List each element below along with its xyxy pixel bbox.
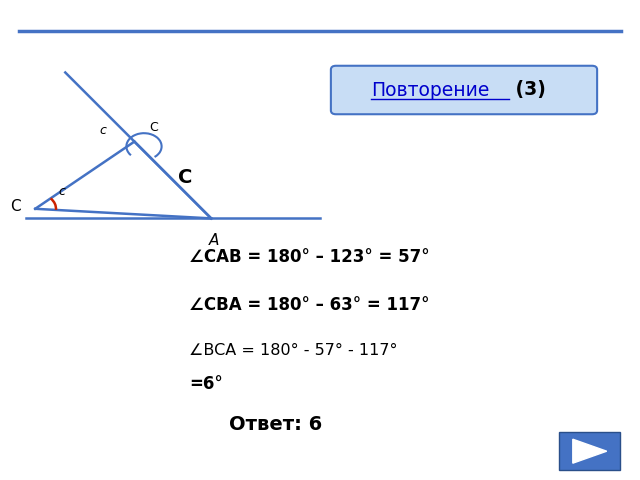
Polygon shape — [573, 439, 607, 463]
Text: 4: 4 — [609, 456, 618, 470]
Text: ∠BCA = 180° - 57° - 117°: ∠BCA = 180° - 57° - 117° — [189, 343, 397, 358]
Text: ∠CBA = 180° – 63° = 117°: ∠CBA = 180° – 63° = 117° — [189, 296, 429, 314]
Text: C: C — [149, 121, 158, 134]
FancyBboxPatch shape — [331, 66, 597, 114]
Text: C: C — [10, 199, 21, 214]
Text: (3): (3) — [509, 81, 546, 99]
Text: Ответ: 6: Ответ: 6 — [228, 415, 322, 434]
Text: ∠CAB = 180° – 123° = 57°: ∠CAB = 180° – 123° = 57° — [189, 248, 429, 266]
Text: C: C — [179, 168, 193, 187]
Text: A: A — [209, 233, 220, 248]
Text: c: c — [99, 124, 106, 137]
FancyBboxPatch shape — [559, 432, 620, 470]
Text: c: c — [59, 185, 65, 198]
Text: =6°: =6° — [189, 375, 223, 393]
Text: Повторение: Повторение — [371, 81, 490, 99]
